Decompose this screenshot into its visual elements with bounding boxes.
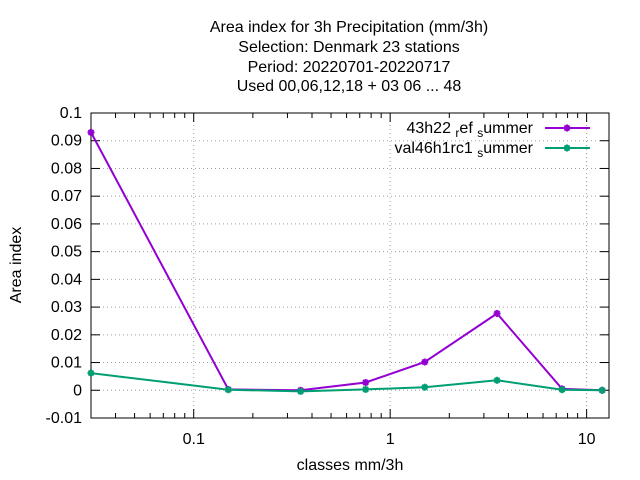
legend-label: 43h22 ref summer	[406, 120, 533, 140]
y-tick-label: 0.06	[51, 216, 82, 233]
x-tick-label: 0.1	[183, 431, 205, 448]
data-point	[87, 128, 95, 136]
y-tick-label: 0	[73, 382, 82, 399]
data-series	[87, 128, 606, 395]
x-axis-label: classes mm/3h	[297, 457, 404, 474]
legend-item-1: 43h22 ref summer	[406, 120, 590, 140]
data-point	[362, 379, 370, 387]
legend-label: val46h1rc1 summer	[394, 140, 533, 160]
y-tick-label: 0.05	[51, 244, 82, 261]
series-line-2	[90, 372, 603, 393]
data-point	[224, 386, 232, 394]
title-line: Area index for 3h Precipitation (mm/3h)	[210, 19, 488, 36]
series-line-1	[90, 131, 603, 392]
grid	[91, 113, 609, 418]
y-tick-label: 0.08	[51, 160, 82, 177]
data-point	[297, 387, 305, 395]
data-point	[87, 369, 95, 377]
legend-marker	[563, 144, 571, 152]
plot-frame	[90, 112, 610, 419]
y-tick-label: 0.02	[51, 327, 82, 344]
x-tick-labels: 0.1 1 10	[183, 431, 596, 448]
y-tick-label: 0.04	[51, 271, 82, 288]
y-tick-label: -0.01	[46, 410, 83, 427]
chart-title: Area index for 3h Precipitation (mm/3h) S…	[210, 19, 488, 95]
data-point	[493, 376, 501, 384]
data-point	[493, 309, 501, 317]
data-point	[421, 358, 429, 366]
y-tick-label: 0.03	[51, 299, 82, 316]
data-point	[362, 385, 370, 393]
y-tick-labels: -0.01 0 0.01 0.02 0.03 0.04 0.05 0.06 0.07 0.08 0.…	[46, 105, 83, 427]
y-tick-label: 0.01	[51, 355, 82, 372]
data-point	[558, 386, 566, 394]
title-line: Used 00,06,12,18 + 03 06 ... 48	[237, 78, 462, 95]
y-axis-label: Area index	[8, 227, 25, 304]
title-line: Period: 20220701-20220717	[248, 59, 451, 76]
legend-marker	[563, 124, 571, 132]
y-tick-label: 0.09	[51, 133, 82, 150]
axis-ticks	[91, 112, 609, 419]
data-point	[598, 386, 606, 394]
x-tick-label: 1	[386, 431, 395, 448]
title-line: Selection: Denmark 23 stations	[238, 39, 459, 56]
x-tick-label: 10	[578, 431, 596, 448]
y-tick-label: 0.07	[51, 188, 82, 205]
data-point	[421, 383, 429, 391]
y-tick-label: 0.1	[60, 105, 82, 122]
legend-item-2: val46h1rc1 summer	[394, 140, 590, 160]
